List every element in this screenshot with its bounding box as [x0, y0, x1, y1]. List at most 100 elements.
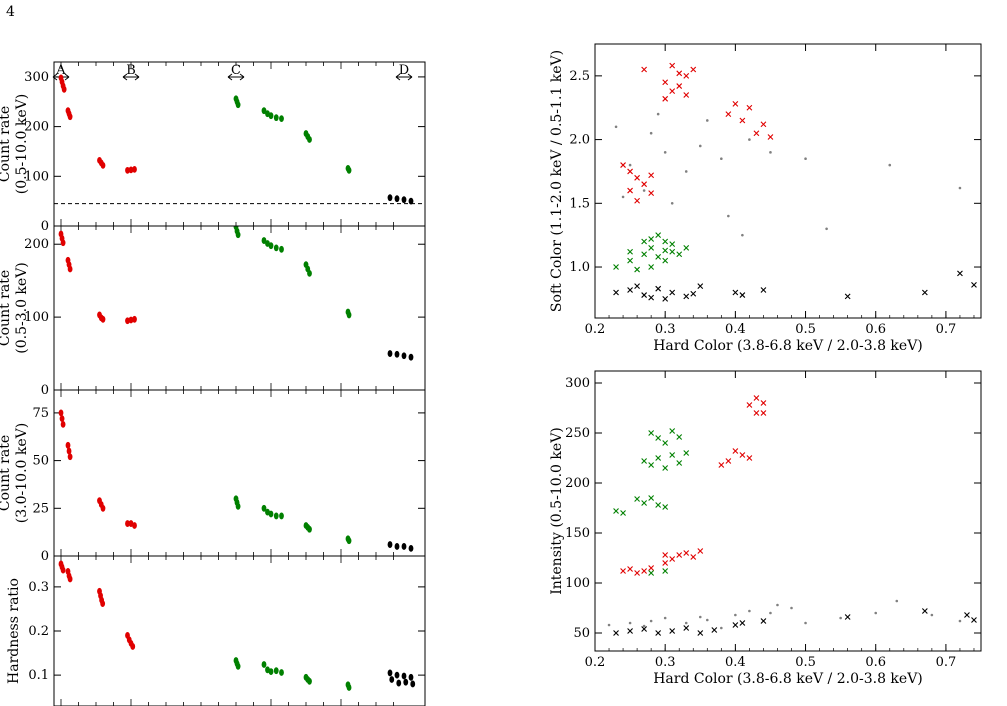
data-point-dot — [727, 214, 730, 218]
data-point-dot — [776, 603, 779, 607]
data-point-x — [648, 190, 655, 196]
y-axis-label: Intensity (0.5-10.0 keV) — [549, 427, 565, 595]
page-number: 4 — [6, 4, 15, 20]
data-point-x — [641, 500, 648, 506]
data-point-dot — [642, 189, 646, 192]
data-point-x — [732, 448, 739, 454]
data-point — [100, 504, 106, 512]
data-point-x — [655, 253, 662, 260]
data-point — [401, 543, 407, 550]
y-axis-label: Soft Color (1.1-2.0 keV / 0.5-1.1 keV) — [549, 50, 565, 312]
data-point — [235, 502, 241, 510]
data-point — [346, 537, 352, 545]
data-point-x — [662, 257, 669, 264]
y-axis-label: (3.0-10.0 keV) — [14, 423, 30, 523]
data-point-x — [760, 287, 767, 293]
plot-frame — [594, 43, 982, 319]
y-tick-label: 200 — [24, 237, 49, 252]
data-point-dot — [705, 119, 709, 122]
data-point-x — [648, 245, 655, 251]
y-tick-label: 200 — [24, 120, 49, 135]
data-point-x — [627, 566, 633, 572]
data-point-x — [844, 293, 851, 300]
data-point-x — [634, 496, 640, 502]
data-point-x — [739, 292, 746, 298]
data-point-dot — [888, 163, 892, 167]
x-tick-label: 0.3 — [655, 655, 676, 670]
data-point — [279, 669, 284, 676]
data-point — [67, 113, 73, 121]
y-tick-label: 50 — [32, 454, 49, 469]
data-point-x — [676, 434, 683, 440]
data-point-x — [662, 552, 669, 558]
x-tick-label: 0.2 — [585, 655, 606, 670]
data-point-x — [648, 565, 655, 571]
y-tick-label: 0 — [41, 219, 49, 234]
data-point-dot — [734, 613, 737, 617]
data-point-x — [725, 111, 732, 117]
data-point — [403, 678, 409, 686]
y-axis-label: Count rate — [0, 270, 13, 346]
data-point-x — [634, 266, 640, 273]
data-point-dot — [670, 202, 674, 205]
data-point — [268, 668, 274, 675]
data-point — [401, 196, 407, 204]
data-point — [100, 161, 106, 169]
data-point-x — [767, 134, 774, 140]
y-tick-label: 100 — [565, 576, 590, 591]
data-point — [273, 244, 279, 252]
epoch-marker-label: C — [231, 63, 241, 78]
data-point-x — [844, 614, 851, 620]
data-point-x — [662, 79, 669, 86]
data-point-x — [669, 428, 676, 434]
data-point-dot — [656, 112, 660, 116]
data-point — [273, 512, 279, 520]
epoch-marker-arrow — [227, 73, 245, 81]
data-point — [279, 115, 284, 123]
data-point-x — [676, 460, 683, 466]
data-point — [394, 543, 400, 550]
plot-frame — [53, 555, 426, 706]
y-tick-label: 1.0 — [569, 260, 590, 275]
data-point-x — [669, 452, 676, 458]
y-tick-label: 1.5 — [569, 196, 590, 211]
data-point-x — [760, 410, 767, 416]
data-point-x — [613, 264, 619, 270]
data-point-x — [662, 465, 669, 471]
data-point — [66, 447, 72, 455]
data-point — [273, 114, 279, 122]
data-point — [387, 541, 393, 548]
data-point-x — [641, 568, 648, 574]
data-point-dot — [698, 615, 702, 619]
data-point-x — [760, 400, 767, 406]
data-point — [307, 525, 312, 533]
data-point-dot — [804, 621, 807, 625]
data-point-x — [760, 618, 767, 624]
x-tick-label: 0.2 — [585, 322, 606, 337]
data-point-x — [627, 257, 633, 264]
y-tick-label: 250 — [565, 426, 590, 441]
data-point-x — [627, 287, 633, 293]
data-point-dot — [748, 138, 751, 141]
data-point-x — [921, 608, 928, 614]
data-point — [408, 353, 414, 361]
data-point-dot — [748, 609, 751, 613]
data-point — [268, 510, 274, 518]
data-point-x — [627, 187, 633, 194]
y-tick-label: 0 — [41, 383, 49, 398]
data-point-x — [641, 292, 648, 298]
data-point-dot — [769, 611, 772, 615]
data-point-dot — [649, 619, 653, 623]
data-point-x — [655, 502, 662, 508]
data-point-x — [641, 66, 648, 73]
data-point-x — [964, 612, 970, 618]
data-point-x — [641, 238, 648, 245]
data-point — [268, 112, 274, 120]
data-point — [261, 107, 267, 115]
y-tick-label: 0.3 — [28, 580, 49, 595]
data-point-dot — [649, 131, 653, 135]
data-point — [67, 453, 73, 461]
y-tick-label: 300 — [24, 70, 49, 85]
epoch-marker-label: B — [126, 63, 136, 78]
data-point-x — [648, 172, 655, 179]
